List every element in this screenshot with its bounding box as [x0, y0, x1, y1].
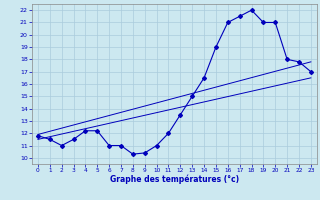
X-axis label: Graphe des températures (°c): Graphe des températures (°c) [110, 175, 239, 184]
